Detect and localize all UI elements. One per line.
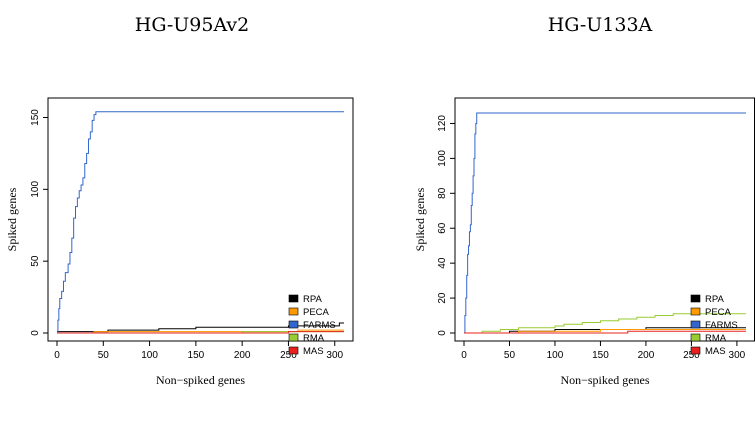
legend: RPA PECA FARMS RMA MAS <box>690 294 738 357</box>
legend-swatch-peca <box>690 307 701 316</box>
y-axis-label: Spiked genes <box>5 187 19 251</box>
series-line-farms <box>464 112 746 334</box>
y-tick-label: 150 <box>30 109 41 126</box>
legend-label-rpa: RPA <box>303 294 322 305</box>
x-tick-label: 50 <box>98 350 110 361</box>
y-tick-label: 0 <box>437 330 448 336</box>
legend-swatch-rpa <box>288 294 299 303</box>
chart-panel-hg-u133a: HG-U133A 0 50 100 150 200 250 300 0 20 40 60 80 100… <box>413 14 755 387</box>
x-axis: 0 50 100 150 200 250 300 <box>54 340 344 361</box>
legend-swatch-rma <box>690 333 701 342</box>
legend-label-rma: RMA <box>705 333 727 344</box>
x-tick-label: 300 <box>326 350 343 361</box>
legend-label-rpa: RPA <box>705 294 724 305</box>
legend-label-peca: PECA <box>303 307 330 318</box>
series-line-rpa <box>464 327 746 334</box>
y-tick-label: 60 <box>437 222 448 234</box>
x-tick-label: 250 <box>280 350 297 361</box>
x-tick-label: 200 <box>638 350 655 361</box>
x-axis-label: Non−spiked genes <box>156 373 245 387</box>
y-tick-label: 50 <box>30 255 41 267</box>
series-line-rpa <box>57 322 344 333</box>
y-tick-label: 0 <box>30 330 41 336</box>
series-line-mas <box>57 331 344 334</box>
y-tick-label: 20 <box>437 292 448 304</box>
legend: RPA PECA FARMS RMA MAS <box>288 294 336 357</box>
legend-label-peca: PECA <box>705 307 732 318</box>
x-tick-label: 200 <box>234 350 251 361</box>
y-tick-label: 80 <box>437 187 448 199</box>
chart-panel-hg-u95av2: HG-U95Av2 0 50 100 150 200 250 300 0 50 100 150 N… <box>5 14 354 387</box>
series-line-farms <box>57 111 344 334</box>
x-tick-label: 150 <box>188 350 205 361</box>
y-tick-label: 100 <box>30 181 41 198</box>
series-line-rma <box>464 313 746 334</box>
legend-label-rma: RMA <box>303 333 325 344</box>
legend-swatch-mas <box>690 346 701 355</box>
x-tick-label: 300 <box>729 350 746 361</box>
x-tick-label: 0 <box>54 350 60 361</box>
x-axis: 0 50 100 150 200 250 300 <box>461 340 746 361</box>
y-tick-label: 100 <box>437 150 448 167</box>
legend-swatch-rma <box>288 333 299 342</box>
x-tick-label: 150 <box>592 350 609 361</box>
legend-swatch-peca <box>288 307 299 316</box>
y-axis: 0 50 100 150 <box>30 109 49 336</box>
x-tick-label: 100 <box>141 350 158 361</box>
series-line-mas <box>464 330 746 334</box>
x-tick-label: 50 <box>504 350 516 361</box>
legend-label-mas: MAS <box>303 346 324 357</box>
chart-title: HG-U95Av2 <box>135 14 249 36</box>
y-axis: 0 20 40 60 80 100 120 <box>437 115 456 336</box>
y-tick-label: 40 <box>437 257 448 269</box>
x-axis-label: Non−spiked genes <box>560 373 649 387</box>
x-tick-label: 0 <box>461 350 467 361</box>
legend-label-mas: MAS <box>705 346 726 357</box>
chart-title: HG-U133A <box>548 14 653 36</box>
y-axis-label: Spiked genes <box>413 187 427 251</box>
x-tick-label: 250 <box>683 350 700 361</box>
legend-swatch-rpa <box>690 294 701 303</box>
legend-label-farms: FARMS <box>303 320 336 331</box>
legend-swatch-mas <box>288 346 299 355</box>
legend-label-farms: FARMS <box>705 320 738 331</box>
y-tick-label: 120 <box>437 115 448 132</box>
legend-swatch-farms <box>288 320 299 329</box>
series-lines <box>57 111 344 334</box>
series-lines <box>464 112 746 334</box>
x-tick-label: 100 <box>547 350 564 361</box>
legend-swatch-farms <box>690 320 701 329</box>
